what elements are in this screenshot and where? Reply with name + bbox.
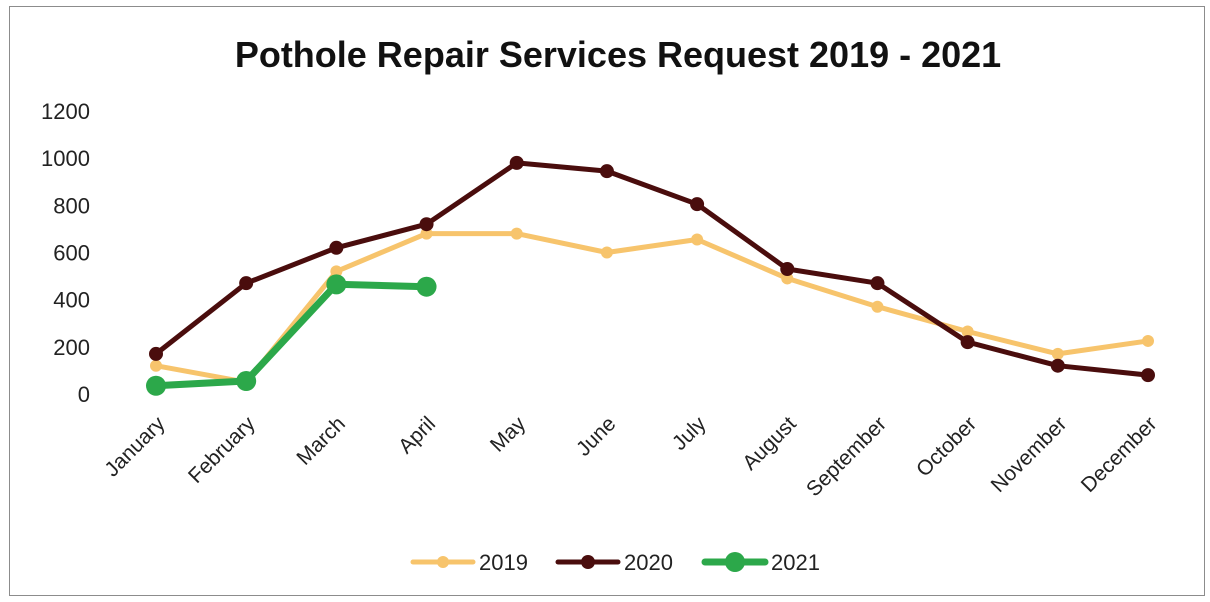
data-point [149,346,163,361]
series-line [152,280,430,390]
data-point [600,246,613,259]
data-point [691,233,704,246]
data-point [870,276,885,291]
x-tick-label: March [292,412,350,470]
data-point [871,300,884,313]
y-tick-label: 1000 [41,146,90,171]
x-tick-label: July [668,412,711,455]
data-point [1142,334,1154,347]
y-tick-label: 800 [53,193,90,218]
x-tick-label: August [738,412,801,475]
data-point [690,197,705,212]
data-point [416,276,437,297]
legend-item-2020: 2020 [555,550,673,575]
legend-swatch-marker [581,555,595,569]
series-2021 [146,274,437,396]
data-point [420,227,433,240]
series-line [153,231,1151,385]
legend-swatch-marker [437,556,449,568]
series-layer [146,155,1155,396]
x-tick-label: November [987,412,1072,497]
data-point [330,265,343,278]
data-point [239,276,254,291]
data-point [961,325,974,338]
x-tick-label: October [912,412,981,481]
x-tick-label: April [394,412,440,458]
data-point [326,274,347,295]
data-point [329,240,344,255]
legend-label: 2021 [771,550,820,575]
data-point [1050,358,1065,373]
series-2019 [150,227,1154,389]
x-tick-label: December [1077,412,1162,497]
data-point [599,164,614,179]
y-tick-label: 400 [53,288,90,313]
y-tick-label: 1200 [41,99,90,124]
chart-title: Pothole Repair Services Request 2019 - 2… [235,34,1001,75]
data-point [781,272,794,285]
x-tick-label: February [184,412,260,488]
data-point [960,335,975,350]
x-tick-label: May [486,412,531,457]
y-tick-label: 600 [53,241,90,266]
legend-label: 2020 [624,550,673,575]
x-axis-ticks: January February March April May June July Augu… [100,412,1161,501]
legend-label: 2019 [479,550,528,575]
data-point [1141,368,1155,383]
legend-item-2019: 2019 [410,550,528,575]
series-2020 [149,155,1155,383]
data-point [150,359,162,372]
y-tick-label: 0 [78,382,90,407]
legend-item-2021: 2021 [701,550,820,575]
y-axis-ticks: 0 200 400 600 800 1000 1200 [41,99,90,407]
line-chart: Pothole Repair Services Request 2019 - 2… [41,34,1161,575]
legend: 2019 2020 2021 [410,550,820,575]
series-line [153,160,1151,378]
data-point [510,227,523,240]
y-tick-label: 200 [53,335,90,360]
data-point [236,371,257,392]
data-point [780,262,795,277]
legend-swatch-marker [725,552,745,572]
x-tick-label: June [572,412,620,460]
data-point [146,375,166,396]
x-tick-label: September [802,412,891,501]
data-point [1051,347,1064,360]
data-point [509,155,524,170]
x-tick-label: January [100,412,169,481]
chart-frame: Pothole Repair Services Request 2019 - 2… [9,6,1205,596]
data-point [419,217,434,232]
